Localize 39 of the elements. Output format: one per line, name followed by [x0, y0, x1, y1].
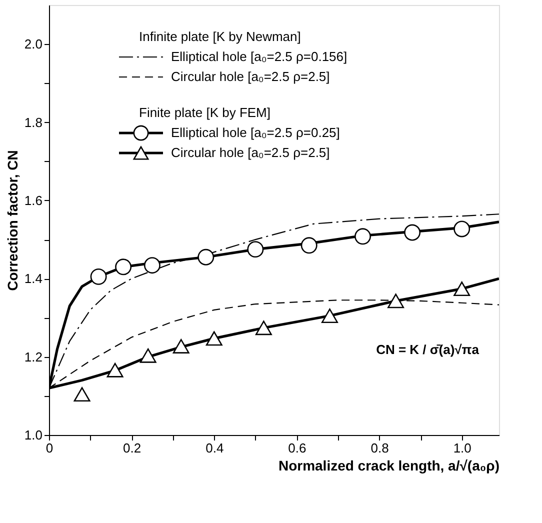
point — [322, 308, 338, 323]
x-tick-label: 0.2 — [123, 440, 142, 456]
point — [90, 268, 107, 285]
y-tick-label: 1.2 — [24, 349, 42, 364]
x-axis-title: Normalized crack length, a/√(a₀ρ) — [278, 458, 500, 474]
point — [404, 224, 421, 241]
point — [454, 220, 470, 238]
point — [172, 339, 190, 354]
x-tick-label: 0 — [46, 440, 54, 456]
annotation: CN = K / σ̄(a)√πa — [376, 342, 480, 357]
y-tick-label: 1.8 — [24, 114, 42, 130]
point — [255, 320, 272, 336]
point — [300, 237, 318, 254]
point — [354, 228, 371, 245]
x-tick-label: 0.8 — [370, 440, 389, 456]
point — [144, 257, 160, 274]
legend-title: Infinite plate [K by Newman] — [139, 29, 301, 44]
legend-label: Circular hole [a₀=2.5 ρ=2.5] — [171, 145, 330, 160]
point — [74, 387, 90, 402]
point — [198, 248, 214, 266]
legend-label: Elliptical hole [a₀=2.5 ρ=0.25] — [171, 125, 340, 140]
x-tick-label: 0.4 — [206, 440, 224, 456]
legend-label: Elliptical hole [a₀=2.5 ρ=0.156] — [171, 49, 348, 64]
point — [454, 282, 470, 296]
y-tick-label: 1.0 — [24, 428, 42, 442]
y-tick-label: 2.0 — [24, 36, 42, 52]
x-tick-label: 0.6 — [288, 440, 306, 456]
point — [140, 348, 156, 363]
point — [115, 258, 132, 276]
point — [106, 362, 124, 378]
legend-label: Circular hole [a₀=2.5 ρ=2.5] — [171, 69, 330, 84]
point — [247, 241, 264, 258]
y-axis-title: Correction factor, CN — [4, 150, 20, 291]
x-tick-label: 1.0 — [453, 440, 472, 456]
y-tick-label: 1.4 — [24, 271, 42, 286]
point — [206, 331, 222, 346]
annotation: Finite plate [K by FEM] — [139, 105, 270, 120]
point — [388, 294, 404, 308]
y-tick-label: 1.6 — [24, 192, 42, 208]
